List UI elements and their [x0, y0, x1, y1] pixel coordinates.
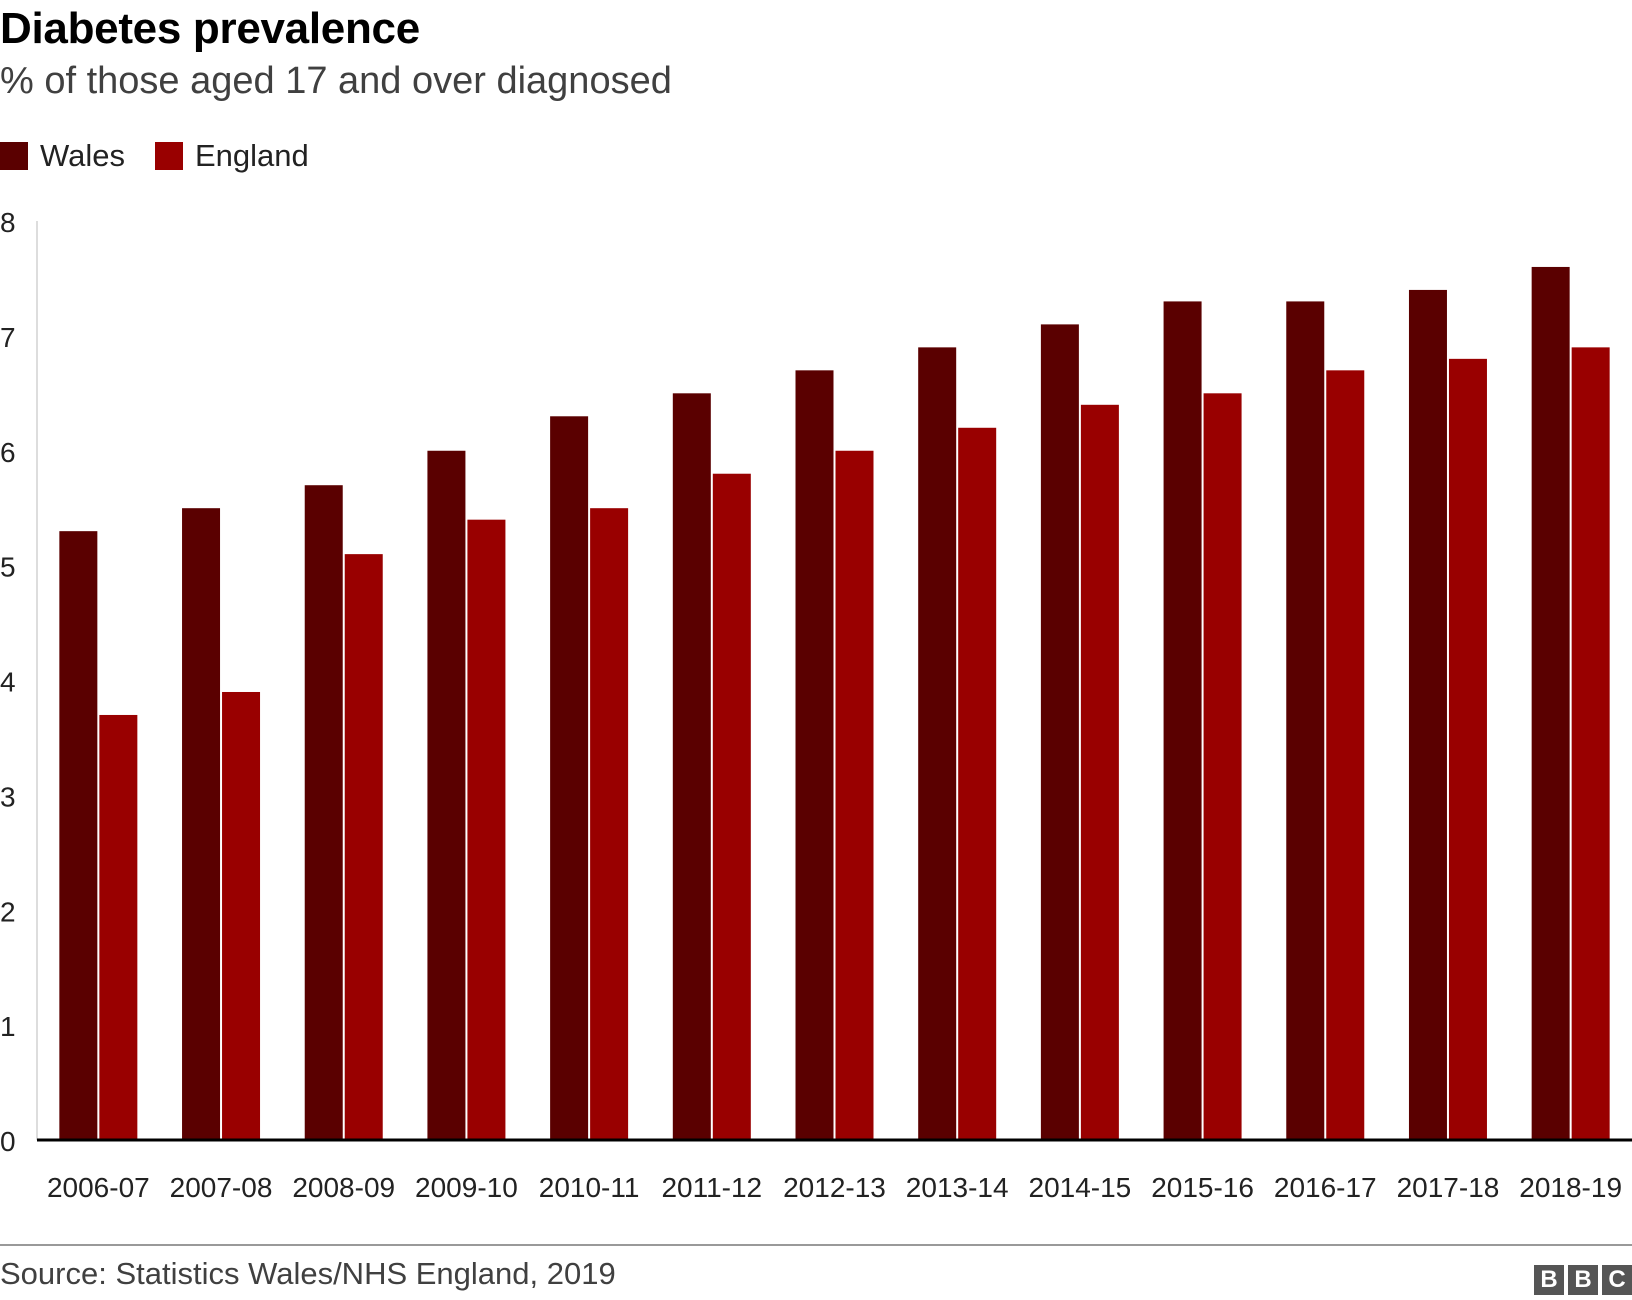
bar-wales-2011-12	[672, 393, 711, 1140]
legend-label-england: England	[194, 138, 309, 173]
y-tick-label: 3	[0, 781, 16, 812]
bar-england-2017-18	[1448, 358, 1487, 1141]
logo-letter-c: C	[1602, 1265, 1632, 1295]
bar-wales-2018-19	[1531, 266, 1570, 1140]
chart-title: Diabetes prevalence	[0, 4, 420, 53]
legend-label-wales: Wales	[40, 138, 125, 173]
logo-letter-b2: B	[1568, 1265, 1598, 1295]
y-tick-label: 1	[0, 1011, 16, 1042]
chart-subtitle: % of those aged 17 and over diagnosed	[0, 60, 672, 102]
bar-wales-2010-11	[550, 416, 589, 1141]
bbc-logo: B B C	[1530, 1265, 1632, 1295]
logo-letter-b1: B	[1534, 1265, 1564, 1295]
bar-england-2008-09	[344, 554, 383, 1140]
legend-swatch-wales	[0, 142, 28, 170]
source-note: Source: Statistics Wales/NHS England, 20…	[0, 1256, 616, 1291]
bar-wales-2017-18	[1408, 289, 1447, 1140]
bar-wales-2015-16	[1163, 301, 1202, 1141]
y-tick-label: 8	[0, 207, 16, 238]
x-tick-label: 2010-11	[539, 1172, 640, 1200]
bar-england-2012-13	[835, 450, 874, 1140]
x-tick-label: 2014-15	[1029, 1172, 1132, 1200]
bar-wales-2016-17	[1286, 301, 1325, 1141]
bar-wales-2012-13	[795, 370, 834, 1140]
bar-england-2014-15	[1080, 404, 1119, 1140]
bar-england-2015-16	[1203, 393, 1242, 1140]
bar-england-2010-11	[590, 508, 629, 1140]
bar-england-2013-14	[958, 427, 997, 1140]
x-tick-label: 2012-13	[783, 1172, 886, 1200]
x-tick-label: 2013-14	[906, 1172, 1009, 1200]
bar-england-2016-17	[1326, 370, 1365, 1140]
bar-chart: 0 1 2 3 4 5 6 7 8 2006-07 2007-08 2008-09 2009-10 201…	[0, 207, 1632, 1200]
bar-wales-2009-10	[427, 450, 466, 1140]
x-tick-label: 2008-09	[292, 1172, 395, 1200]
bar-england-2009-10	[467, 519, 506, 1140]
legend: Wales England	[0, 136, 339, 176]
bar-wales-2007-08	[182, 508, 221, 1140]
y-tick-label: 4	[0, 667, 16, 698]
y-tick-label: 7	[0, 322, 16, 353]
bar-england-2018-19	[1571, 347, 1610, 1140]
bar-wales-2006-07	[59, 531, 98, 1140]
y-tick-label: 5	[0, 552, 16, 583]
bar-england-2007-08	[222, 691, 261, 1140]
x-tick-label: 2007-08	[170, 1172, 273, 1200]
x-tick-label: 2018-19	[1519, 1172, 1622, 1200]
x-tick-label: 2016-17	[1274, 1172, 1377, 1200]
bar-england-2011-12	[712, 473, 751, 1141]
footer-divider	[0, 1244, 1632, 1246]
y-tick-label: 2	[0, 896, 16, 927]
legend-item-england: England	[154, 138, 309, 174]
x-tick-label: 2011-12	[661, 1172, 762, 1200]
legend-swatch-england	[154, 142, 183, 170]
y-tick-label: 6	[0, 437, 16, 468]
x-tick-label: 2006-07	[47, 1172, 150, 1200]
bar-england-2006-07	[99, 714, 138, 1140]
bar-wales-2014-15	[1040, 324, 1079, 1140]
y-tick-label: 0	[0, 1126, 16, 1157]
bar-wales-2008-09	[304, 485, 343, 1140]
x-tick-label: 2015-16	[1151, 1172, 1254, 1200]
x-tick-label: 2009-10	[415, 1172, 518, 1200]
x-tick-label: 2017-18	[1397, 1172, 1500, 1200]
legend-item-wales: Wales	[0, 138, 125, 174]
bar-wales-2013-14	[918, 347, 957, 1140]
